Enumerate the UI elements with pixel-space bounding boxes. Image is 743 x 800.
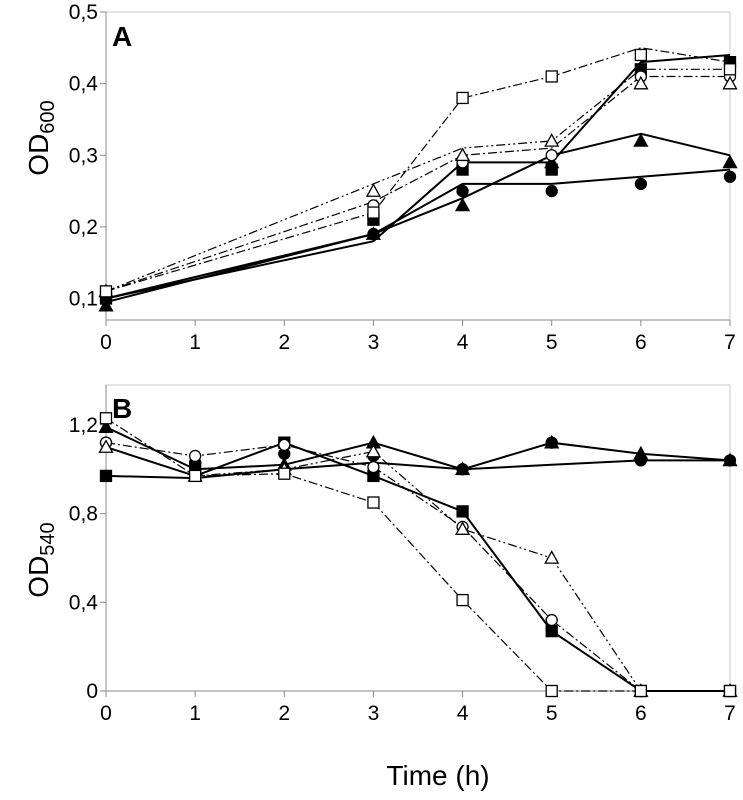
panel-b-plot: 0 1 2 3 4 5 6 7 0 0,4 0,8 1,2 B OD540 Time (h)	[23, 384, 738, 791]
data-point-open-triangle	[544, 550, 560, 564]
series-line-open-square	[105, 417, 730, 692]
data-point-filled-circle	[456, 184, 469, 198]
x-tick-label: 4	[457, 702, 469, 725]
x-tick-label: 6	[635, 702, 647, 725]
data-point-open-triangle	[722, 75, 738, 90]
x-tick-label: 7	[724, 331, 736, 354]
data-point-open-square	[99, 285, 113, 298]
x-tick-label: 3	[368, 331, 380, 354]
data-point-open-triangle	[454, 521, 471, 535]
y-tick-label: 0,1	[69, 288, 98, 311]
series-line-filled-square	[105, 54, 731, 300]
data-point-filled-triangle	[454, 461, 471, 476]
panel-letter: B	[112, 393, 132, 424]
y-tick-label: 0	[86, 680, 98, 703]
series-line-filled-square	[105, 441, 730, 692]
data-point-open-circle	[278, 438, 291, 452]
data-point-filled-triangle	[98, 297, 114, 312]
x-tick-label: 0	[100, 702, 112, 725]
y-tick-label: 0,2	[69, 216, 98, 239]
series-line-filled-triangle	[105, 132, 731, 304]
series-line-open-triangle	[105, 68, 730, 292]
data-point-open-square	[367, 496, 380, 509]
series-line-open-circle	[105, 442, 730, 692]
y-tick-label: 0,4	[69, 591, 99, 614]
y-axis-title: OD600	[23, 100, 59, 175]
series-line-open-triangle	[105, 446, 730, 692]
series-line-open-square	[105, 47, 731, 292]
data-point-open-triangle	[365, 183, 382, 197]
x-tick-label: 1	[189, 331, 201, 354]
data-point-filled-triangle	[633, 445, 649, 460]
data-point-filled-square	[545, 624, 558, 638]
x-tick-label: 2	[278, 331, 290, 354]
data-point-filled-square	[99, 469, 113, 483]
x-tick-label: 6	[635, 331, 647, 354]
data-point-filled-circle	[634, 177, 648, 191]
data-point-filled-triangle	[633, 133, 649, 147]
data-point-filled-triangle	[98, 419, 114, 433]
x-tick-label: 3	[368, 702, 380, 725]
y-tick-label: 0,4	[69, 73, 99, 96]
x-tick-label: 5	[546, 331, 558, 354]
x-tick-label: 4	[457, 331, 469, 354]
x-tick-label: 1	[189, 702, 201, 725]
data-point-filled-circle	[723, 170, 737, 183]
x-tick-label: 2	[278, 702, 290, 725]
data-point-open-circle	[545, 149, 558, 162]
data-point-open-square	[188, 469, 202, 483]
x-tick-label: 7	[724, 702, 736, 725]
data-point-open-square	[367, 206, 380, 219]
y-tick-label: 0,5	[69, 1, 98, 24]
x-tick-label: 0	[100, 331, 112, 354]
data-point-open-square	[99, 412, 113, 425]
data-point-filled-circle	[545, 184, 558, 198]
data-point-filled-square	[456, 505, 469, 518]
y-axis-title: OD540	[23, 522, 59, 597]
plot-frame	[105, 384, 731, 692]
x-tick-label: 5	[546, 702, 558, 725]
data-point-open-square	[545, 684, 558, 698]
data-point-open-square	[545, 70, 558, 83]
data-point-filled-triangle	[722, 452, 738, 467]
data-point-open-square	[456, 593, 469, 607]
data-point-open-triangle	[365, 443, 382, 458]
data-point-open-square	[456, 91, 469, 105]
data-point-filled-triangle	[365, 226, 382, 240]
data-point-open-circle	[367, 460, 380, 474]
series-line-filled-triangle	[105, 426, 731, 471]
y-tick-label: 1,2	[69, 414, 98, 437]
data-point-open-square	[634, 684, 648, 698]
x-axis-title: Time (h)	[386, 760, 489, 791]
data-point-open-circle	[545, 613, 558, 627]
series-line-filled-circle	[105, 459, 730, 480]
data-point-filled-triangle	[544, 434, 560, 449]
data-point-open-square	[278, 467, 291, 480]
y-tick-label: 0,3	[69, 144, 98, 167]
series-line-open-circle	[105, 75, 730, 292]
data-point-open-square	[723, 684, 737, 698]
data-point-open-square	[723, 63, 737, 76]
data-point-open-triangle	[98, 439, 114, 453]
data-point-filled-square	[545, 163, 558, 176]
data-point-filled-triangle	[454, 197, 471, 212]
data-point-open-triangle	[544, 133, 560, 147]
y-tick-label: 0,8	[69, 503, 98, 526]
data-point-open-triangle	[633, 75, 649, 90]
data-point-open-square	[634, 48, 648, 62]
data-point-filled-triangle	[722, 154, 738, 169]
data-point-open-circle	[188, 449, 202, 463]
series-line-filled-circle	[105, 168, 731, 300]
data-point-open-triangle	[454, 147, 471, 162]
panel-letter: A	[112, 21, 132, 52]
panel-a-plot: 0 1 2 3 4 5 6 7 0,1 0,2 0,3 0,4 0,5 A OD600	[23, 1, 738, 354]
